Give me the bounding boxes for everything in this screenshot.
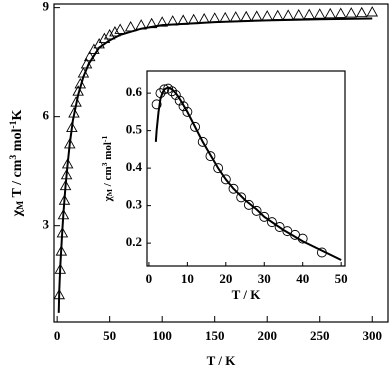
data-point	[274, 222, 285, 232]
x-tick-label: 250	[310, 328, 330, 343]
y-label-part: M	[105, 188, 114, 196]
x-tick-label: 50	[103, 328, 116, 343]
y-label-part: -1	[8, 120, 19, 128]
inset-chart: 0 10 20 30 40 50 0.2 0.3 0.4 0.5 0.6 T / K χM / cm3 …	[100, 70, 348, 302]
data-point	[236, 192, 247, 203]
y-tick-label: 6	[43, 108, 50, 123]
x-axis-label: T / K	[207, 353, 237, 368]
y-label-part: -1	[100, 135, 109, 142]
y-label-part: 3	[100, 162, 109, 166]
y-tick-label: 0.4	[126, 159, 143, 174]
y-tick-label: 0.2	[126, 234, 142, 249]
data-point	[324, 7, 336, 19]
data-point	[366, 6, 379, 17]
data-point	[178, 101, 189, 112]
x-tick-label: 20	[219, 271, 232, 286]
x-tick-label: 0	[146, 271, 153, 286]
data-point	[170, 90, 181, 100]
x-tick-label: 40	[296, 271, 309, 286]
y-tick-label: 9	[43, 0, 50, 14]
data-point	[190, 121, 201, 132]
fit-line	[57, 17, 373, 313]
y-axis-label: χM / cm3 mol-1	[100, 135, 114, 202]
y-label-part: χ	[10, 209, 25, 217]
y-tick-label: 3	[43, 217, 50, 232]
data-point	[167, 86, 177, 97]
data-point	[334, 7, 347, 18]
y-label-part: mol	[10, 129, 25, 155]
data-point	[220, 174, 231, 185]
data-point	[228, 183, 239, 194]
data-point	[267, 217, 277, 228]
plot-frame	[146, 70, 346, 267]
x-tick-label: 300	[362, 328, 382, 343]
data-point	[109, 26, 121, 37]
y-axis-label: χM T / cm3 mol-1K	[8, 109, 26, 217]
data-point	[114, 23, 126, 34]
x-tick-label: 150	[205, 328, 225, 343]
y-tick-label: 0.6	[126, 84, 143, 99]
data-point	[313, 8, 326, 19]
data-point	[88, 43, 100, 54]
y-tick-label: 0.5	[126, 122, 143, 137]
data-point	[213, 163, 224, 174]
y-label-part: T / cm	[10, 159, 25, 200]
y-tick-label: 0.3	[126, 197, 143, 212]
data-point	[174, 95, 185, 106]
data-point	[345, 7, 358, 18]
x-tick-label: 100	[152, 328, 172, 343]
x-axis-label: T / K	[232, 287, 262, 302]
data-point	[355, 6, 368, 18]
x-tick-label: 0	[54, 328, 61, 343]
data-point	[205, 151, 216, 162]
data-point	[98, 32, 111, 43]
data-point	[197, 136, 208, 147]
x-tick-label: 50	[335, 271, 348, 286]
data-point	[251, 205, 262, 216]
data-point	[243, 199, 254, 210]
y-label-part: χ	[102, 195, 114, 202]
x-tick-label: 200	[257, 328, 277, 343]
y-label-part: mol	[102, 142, 114, 162]
x-tick-label: 10	[181, 271, 194, 286]
fit-line	[154, 86, 342, 261]
data-point	[151, 99, 162, 110]
x-tick-label: 30	[258, 271, 271, 286]
y-label-part: 3	[8, 155, 19, 160]
data-point	[182, 106, 193, 117]
data-point	[159, 84, 170, 95]
y-label-part: / cm	[102, 166, 114, 189]
data-point	[259, 211, 270, 222]
data-point	[103, 28, 116, 40]
data-point	[156, 16, 168, 27]
y-label-part: K	[10, 109, 25, 120]
y-label-part: M	[15, 201, 26, 210]
